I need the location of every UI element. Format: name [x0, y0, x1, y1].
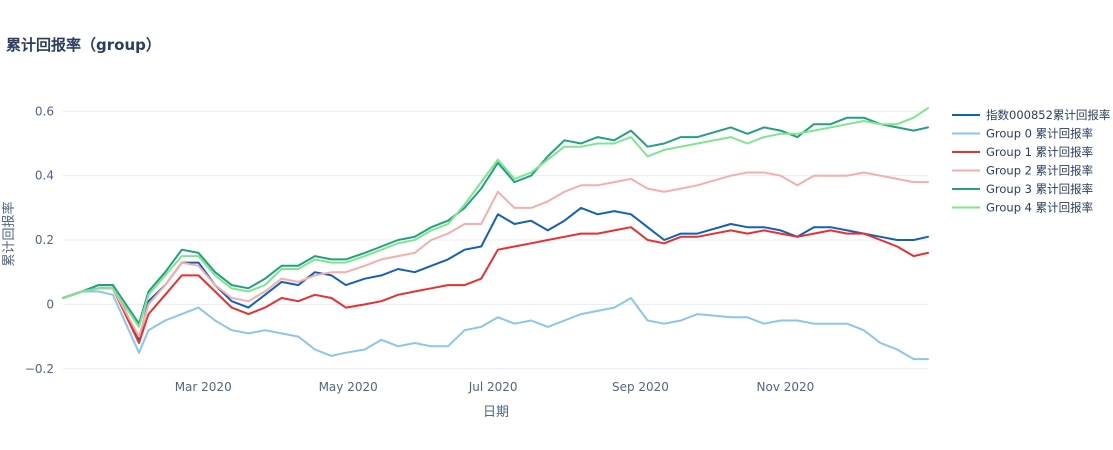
gridlines [63, 110, 928, 370]
legend[interactable]: 指数000852累计回报率 Group 0 累计回报率 Group 1 累计回报率 G… [952, 108, 1110, 215]
legend-label: Group 1 累计回报率 [986, 145, 1093, 159]
y-tick-label: 0 [46, 297, 54, 311]
legend-label: Group 3 累计回报率 [986, 182, 1093, 196]
series-line-1[interactable] [62, 290, 929, 361]
x-tick-label: Sep 2020 [612, 380, 669, 394]
series-line-2[interactable] [62, 226, 929, 344]
chart-title: 累计回报率（group） [6, 36, 161, 54]
series-line-3[interactable] [62, 171, 929, 338]
y-tick-label: −0.2 [25, 362, 54, 376]
legend-item-4[interactable]: Group 3 累计回报率 [952, 182, 1093, 196]
legend-item-5[interactable]: Group 4 累计回报率 [952, 201, 1093, 215]
x-tick-label: Mar 2020 [175, 380, 232, 394]
y-tick-label: 0.6 [35, 104, 54, 118]
legend-item-2[interactable]: Group 1 累计回报率 [952, 145, 1093, 159]
x-axis-ticks: Mar 2020 May 2020 Jul 2020 Sep 2020 Nov 2020 [175, 380, 815, 394]
legend-label: 指数000852累计回报率 [986, 108, 1110, 122]
legend-item-0[interactable]: 指数000852累计回报率 [952, 108, 1110, 122]
series-line-5[interactable] [62, 107, 929, 328]
y-axis-title: 累计回报率 [1, 201, 17, 266]
legend-label: Group 0 累计回报率 [986, 127, 1093, 141]
x-tick-label: Nov 2020 [757, 380, 815, 394]
legend-label: Group 4 累计回报率 [986, 201, 1093, 215]
series-lines[interactable] [62, 107, 929, 361]
series-line-0[interactable] [62, 206, 929, 341]
legend-item-1[interactable]: Group 0 累计回报率 [952, 127, 1093, 141]
x-axis-title: 日期 [483, 405, 509, 420]
y-tick-label: 0.4 [35, 169, 54, 183]
legend-label: Group 2 累计回报率 [986, 164, 1093, 178]
y-tick-label: 0.2 [35, 233, 54, 247]
x-tick-label: May 2020 [319, 380, 378, 394]
legend-item-3[interactable]: Group 2 累计回报率 [952, 164, 1093, 178]
x-tick-label: Jul 2020 [468, 380, 518, 394]
y-axis-ticks: −0.2 0 0.2 0.4 0.6 [25, 104, 54, 375]
